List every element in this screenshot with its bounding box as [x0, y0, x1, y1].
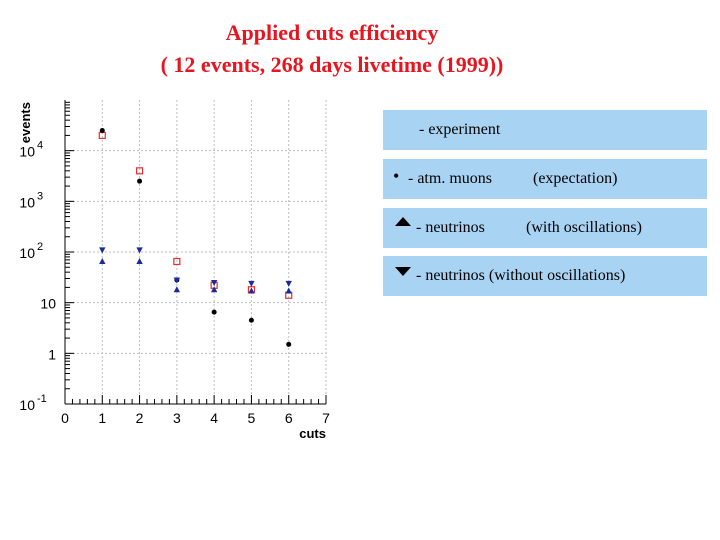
x-tick-label: 0 [61, 410, 69, 426]
point-nu-osc [210, 286, 218, 293]
point-nu-osc [99, 257, 106, 264]
point-atm-muons [137, 178, 143, 184]
x-tick-label: 7 [322, 410, 330, 426]
point-atm-muons [248, 317, 254, 323]
point-nu-osc [285, 287, 292, 294]
point-experiment [135, 167, 144, 175]
legend-nu-osc-box: - neutrinos (with oscillations) [383, 208, 707, 248]
point-atm-muons [286, 341, 292, 347]
x-tick-label: 4 [210, 410, 218, 426]
point-experiment [173, 257, 181, 266]
x-axis-label: cuts [299, 426, 326, 441]
legend-nu-noosc-label: - neutrinos (without oscillations) [416, 267, 626, 284]
legend-experiment-box: - experiment [383, 110, 707, 150]
point-nu-noosc [210, 280, 218, 287]
point-nu-osc [248, 287, 255, 294]
chart-title-line1: Applied cuts efficiency [225, 20, 439, 45]
point-nu-osc [173, 286, 181, 293]
point-nu-noosc [99, 247, 106, 254]
y-tick-label: 10 [40, 296, 56, 312]
y-tick-exponent: 2 [37, 241, 43, 253]
y-tick-exponent: 3 [37, 190, 43, 202]
legend-muons-symbol: • [393, 166, 400, 186]
legend-triangle-down-icon [395, 267, 411, 276]
y-tick-label: 10 [19, 194, 35, 210]
y-tick-exponent: -1 [37, 393, 47, 405]
x-tick-label: 6 [285, 410, 293, 426]
y-tick-exponent: 4 [37, 140, 43, 152]
y-tick-label: 1 [48, 346, 56, 362]
legend-triangle-up-icon [395, 217, 411, 226]
point-nu-osc [136, 257, 143, 264]
legend-nu-osc-label: - neutrinos [416, 219, 485, 236]
point-atm-muons [99, 128, 105, 134]
x-tick-label: 1 [98, 410, 106, 426]
legend-experiment-label: - experiment [419, 121, 501, 138]
x-tick-label: 5 [248, 410, 256, 426]
y-axis-label: events [18, 102, 33, 143]
legend-muons-box: • - atm. muons (expectation) [383, 159, 707, 199]
point-nu-noosc [173, 277, 181, 284]
point-nu-noosc [248, 280, 255, 287]
x-tick-label: 3 [173, 410, 181, 426]
point-atm-muons [211, 309, 217, 315]
legend-muons-note: (expectation) [533, 170, 618, 187]
legend-nu-noosc-box: - neutrinos (without oscillations) [383, 256, 707, 296]
point-nu-noosc [285, 280, 292, 287]
x-tick-label: 2 [136, 410, 144, 426]
y-tick-label: 10 [19, 144, 35, 160]
legend-nu-osc-note: (with oscillations) [526, 219, 642, 236]
chart-title-line2: ( 12 events, 268 days livetime (1999)) [160, 52, 504, 77]
y-tick-label: 10 [19, 245, 35, 261]
legend-muons-label: - atm. muons [408, 170, 492, 187]
point-nu-noosc [136, 247, 143, 254]
y-tick-label: 10 [19, 397, 35, 413]
